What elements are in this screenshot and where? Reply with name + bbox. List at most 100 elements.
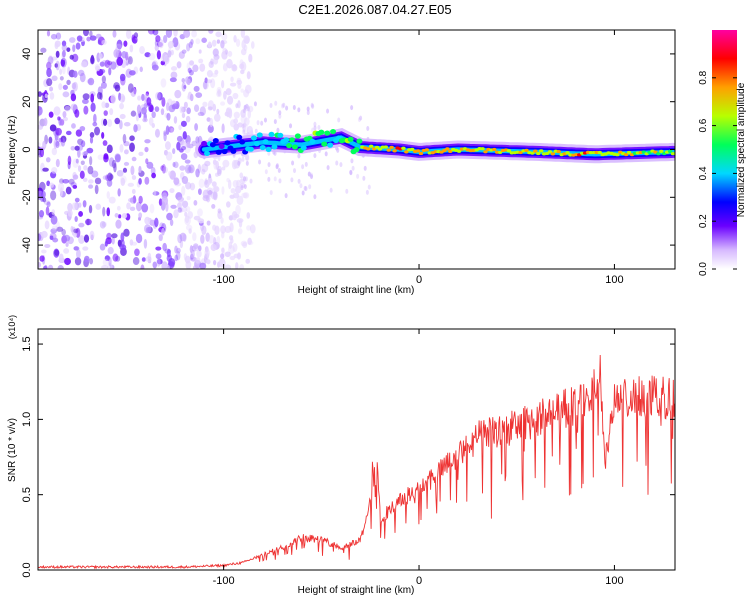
- spectrogram-noise-blob: [324, 151, 328, 157]
- spectrogram-noise-blob: [70, 145, 76, 151]
- spectrogram-noise-blob: [363, 165, 367, 171]
- spectrogram-noise-blob: [297, 178, 301, 184]
- spectrogram-noise-blob: [197, 111, 205, 117]
- spectrogram-noise-blob: [199, 106, 206, 116]
- spectrogram-noise-blob: [141, 203, 149, 213]
- spectrogram-noise-blob: [192, 64, 199, 73]
- spectrogram-noise-blob: [215, 31, 222, 38]
- spectrogram-noise-blob: [221, 32, 228, 41]
- spectrogram-ytick-label: 40: [21, 48, 33, 60]
- spectrogram-noise-blob: [99, 69, 106, 74]
- spectrogram-noise-blob: [86, 36, 91, 42]
- spectrogram-noise-blob: [56, 226, 64, 232]
- spectrogram-noise-blob: [118, 92, 122, 101]
- spectrogram-ridge-blob: [670, 152, 675, 156]
- spectrogram-noise-blob: [70, 225, 74, 233]
- spectrogram-noise-blob: [192, 243, 199, 250]
- spectrogram-noise-blob: [174, 245, 178, 254]
- snr-ytick-label: 0.0: [21, 562, 33, 577]
- spectrogram-noise-blob: [204, 77, 208, 84]
- spectrogram-noise-blob: [180, 145, 187, 151]
- spectrogram-noise-blob: [120, 232, 125, 242]
- spectrogram-noise-blob: [139, 66, 143, 73]
- spectrogram-noise-blob: [198, 188, 202, 195]
- spectrogram-xlabel: Height of straight line (km): [298, 285, 415, 296]
- spectrogram-noise-blob: [281, 103, 285, 109]
- spectrogram-ridge-blob: [533, 149, 538, 153]
- snr-ylabel: SNR (10 * v/v): [7, 418, 18, 482]
- spectrogram-noise-blob: [204, 160, 211, 167]
- spectrogram-noise-blob: [101, 101, 106, 109]
- spectrogram-noise-blob: [223, 90, 227, 100]
- spectrogram-noise-blob: [278, 110, 282, 116]
- spectrogram-noise-blob: [58, 137, 64, 143]
- spectrogram-noise-blob: [89, 156, 93, 166]
- spectrogram-noise-blob: [44, 243, 51, 248]
- spectrogram-noise-blob: [237, 228, 243, 235]
- spectrogram-noise-blob: [189, 182, 196, 191]
- spectrogram-noise-blob: [74, 257, 82, 266]
- spectrogram-noise-blob: [176, 247, 181, 254]
- spectrogram-noise-blob: [46, 201, 51, 208]
- spectrogram-noise-blob: [193, 104, 200, 112]
- spectrogram-noise-blob: [227, 179, 232, 190]
- spectrogram-noise-blob: [38, 91, 42, 97]
- spectrogram-noise-blob: [236, 195, 244, 206]
- spectrogram-noise-blob: [226, 201, 231, 208]
- spectrogram-noise-blob: [106, 232, 112, 240]
- spectrogram-noise-blob: [167, 171, 172, 177]
- spectrogram-noise-blob: [212, 190, 218, 201]
- spectrogram-noise-blob: [89, 35, 97, 41]
- spectrogram-noise-blob: [49, 92, 55, 100]
- spectrogram-noise-blob: [184, 159, 191, 164]
- spectrogram-noise-blob: [164, 112, 169, 118]
- spectrogram-noise-blob: [87, 165, 94, 175]
- spectrogram-noise-blob: [108, 157, 115, 167]
- spectrogram-noise-blob: [239, 264, 245, 269]
- spectrogram-noise-blob: [301, 164, 305, 170]
- spectrogram-noise-blob: [161, 97, 166, 107]
- spectrogram-noise-blob: [102, 140, 108, 146]
- spectrogram-noise-blob: [245, 258, 251, 264]
- spectrogram-noise-blob: [88, 179, 94, 184]
- spectrogram-ridge-blob: [659, 149, 664, 153]
- spectrogram-noise-blob: [185, 115, 191, 123]
- spectrogram-noise-blob: [267, 162, 271, 168]
- spectrogram-noise-blob: [155, 253, 162, 260]
- spectrogram-noise-blob: [214, 69, 219, 75]
- spectrogram-noise-blob: [269, 190, 273, 196]
- spectrogram-noise-blob: [76, 249, 81, 259]
- spectrogram-noise-blob: [173, 161, 179, 169]
- spectrogram-noise-blob: [183, 85, 187, 90]
- spectrogram-noise-blob: [248, 53, 253, 63]
- spectrogram-ridge-blob: [456, 149, 462, 153]
- spectrogram-noise-blob: [187, 211, 194, 219]
- spectrogram-noise-blob: [221, 247, 225, 253]
- spectrogram-noise-blob: [63, 104, 71, 111]
- spectrogram-noise-blob: [170, 49, 174, 56]
- spectrogram-noise-blob: [282, 102, 286, 108]
- spectrogram-noise-blob: [69, 54, 74, 60]
- spectrogram-noise-blob: [73, 70, 78, 78]
- colorbar-tick-label: 0.0: [698, 262, 709, 276]
- spectrogram-noise-blob: [169, 77, 177, 83]
- spectrogram-noise-blob: [277, 167, 281, 173]
- spectrogram-noise-blob: [41, 190, 46, 199]
- spectrogram-noise-blob: [172, 103, 179, 110]
- spectrogram-noise-blob: [49, 86, 54, 92]
- spectrogram-noise-blob: [209, 117, 214, 128]
- spectrogram-noise-blob: [53, 140, 58, 150]
- spectrogram-noise-blob: [206, 259, 211, 265]
- spectrogram-noise-blob: [313, 125, 317, 131]
- spectrogram-noise-blob: [135, 201, 142, 212]
- spectrogram-noise-blob: [72, 184, 78, 189]
- spectrogram-noise-blob: [177, 233, 183, 244]
- spectrogram-noise-blob: [235, 38, 241, 48]
- spectrogram-noise-blob: [337, 117, 341, 123]
- spectrogram-noise-blob: [313, 153, 317, 159]
- spectrogram-noise-blob: [213, 113, 221, 122]
- spectrogram-noise-blob: [107, 172, 113, 182]
- spectrogram-noise-blob: [247, 109, 252, 119]
- spectrogram-noise-blob: [63, 248, 70, 254]
